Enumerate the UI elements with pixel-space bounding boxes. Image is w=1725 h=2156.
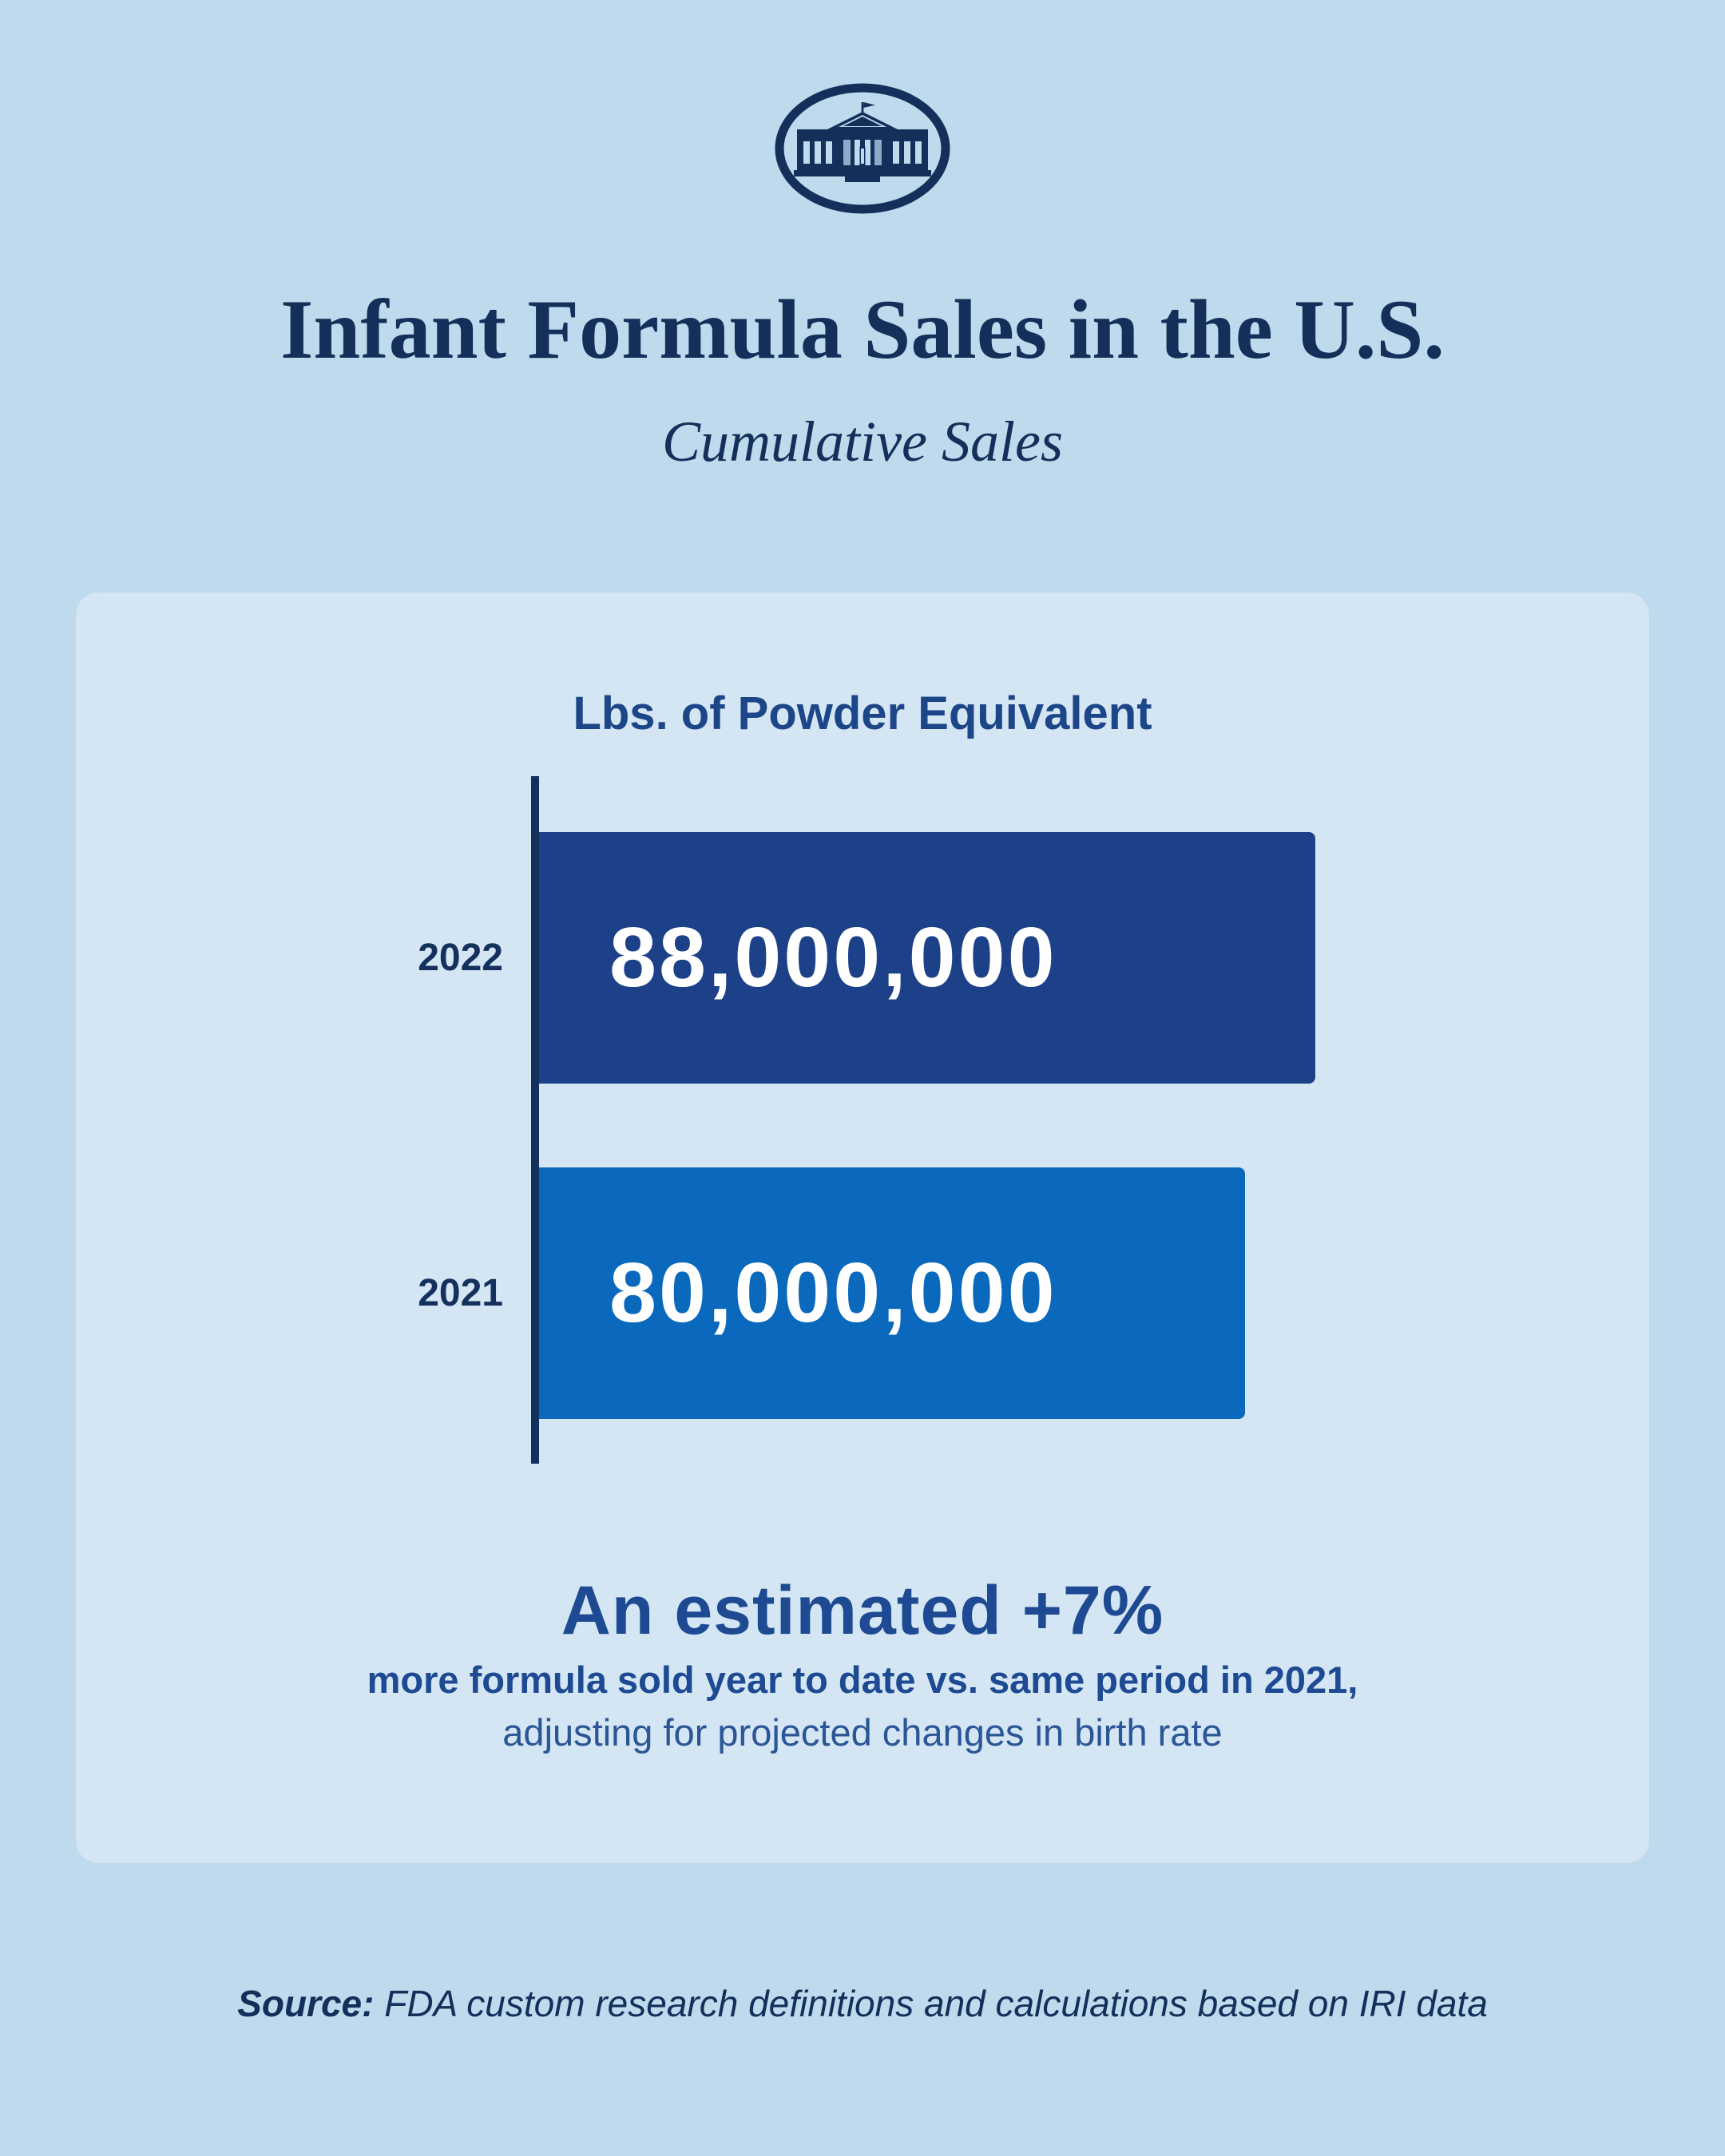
tick-label-2021: 2021: [418, 1272, 503, 1314]
y-axis-line: [531, 776, 539, 1464]
source-line: Source: FDA custom research definitions …: [0, 1982, 1725, 2025]
callout-line1: more formula sold year to date vs. same …: [367, 1659, 1358, 1701]
tick-label-2022: 2022: [418, 937, 503, 979]
source-text: FDA custom research definitions and calc…: [374, 1983, 1488, 2024]
axis-title: Lbs. of Powder Equivalent: [573, 688, 1152, 739]
callout-line2: adjusting for projected changes in birth…: [502, 1711, 1223, 1754]
callout-headline: An estimated +7%: [561, 1572, 1164, 1649]
source-label: Source:: [237, 1983, 375, 2024]
bar-2021: 80,000,000: [539, 1167, 1245, 1419]
whitehouse-logo: [0, 77, 1725, 220]
bar-value-2021: 80,000,000: [609, 1246, 1057, 1340]
page-title: Infant Formula Sales in the U.S.: [280, 283, 1445, 376]
page-subtitle: Cumulative Sales: [662, 410, 1063, 474]
bar-value-2022: 88,000,000: [609, 910, 1057, 1005]
whitehouse-icon: [775, 83, 950, 214]
bar-2022: 88,000,000: [539, 832, 1315, 1084]
